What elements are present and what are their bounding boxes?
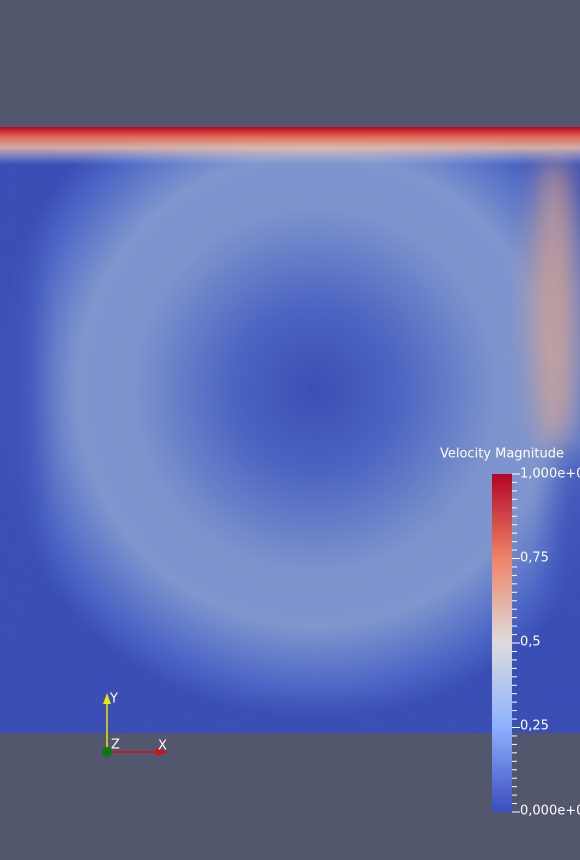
- colorbar-ticks: [512, 473, 520, 813]
- colorbar-label: 0,000e+00: [520, 804, 580, 819]
- velocity-field: [0, 127, 580, 733]
- colorbar-label: 0,25: [520, 719, 549, 734]
- axis-label-x: X: [158, 739, 167, 754]
- axis-label-y: Y: [109, 692, 118, 707]
- orientation-axes: Y X Z: [102, 692, 168, 757]
- colorbar-label: 0,75: [520, 551, 549, 566]
- colorbar-gradient: [492, 474, 512, 812]
- colorbar-title: Velocity Magnitude: [440, 447, 564, 462]
- colorbar-label: 0,5: [520, 635, 541, 650]
- axis-label-z: Z: [111, 738, 120, 753]
- colorbar: Velocity Magnitude 1,000e+00 0,75 0,5 0,…: [440, 447, 580, 819]
- colorbar-label: 1,000e+00: [520, 467, 580, 482]
